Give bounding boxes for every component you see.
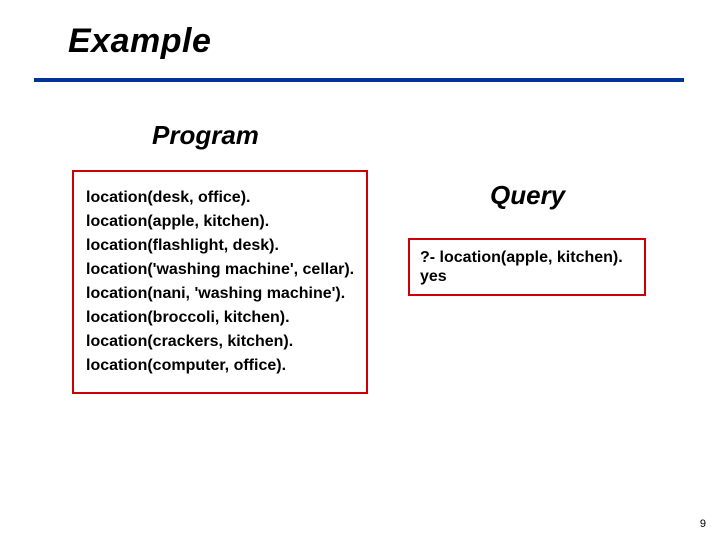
query-heading: Query	[490, 180, 565, 211]
query-result: yes	[420, 267, 634, 286]
program-line: location(nani, 'washing machine').	[86, 286, 354, 302]
query-prompt: ?- location(apple, kitchen).	[420, 248, 634, 267]
program-heading: Program	[152, 120, 259, 151]
program-line: location(apple, kitchen).	[86, 214, 354, 230]
program-line: location(crackers, kitchen).	[86, 334, 354, 350]
program-line: location(desk, office).	[86, 190, 354, 206]
program-box: location(desk, office). location(apple, …	[72, 170, 368, 394]
program-line: location(computer, office).	[86, 358, 354, 374]
query-box: ?- location(apple, kitchen). yes	[408, 238, 646, 296]
page-number: 9	[700, 518, 706, 530]
slide: Example Program Query location(desk, off…	[0, 0, 720, 540]
title-block: Example	[68, 22, 211, 61]
title-underline	[34, 78, 684, 82]
program-line: location(broccoli, kitchen).	[86, 310, 354, 326]
program-line: location(flashlight, desk).	[86, 238, 354, 254]
program-line: location('washing machine', cellar).	[86, 262, 354, 278]
slide-title: Example	[68, 22, 211, 61]
